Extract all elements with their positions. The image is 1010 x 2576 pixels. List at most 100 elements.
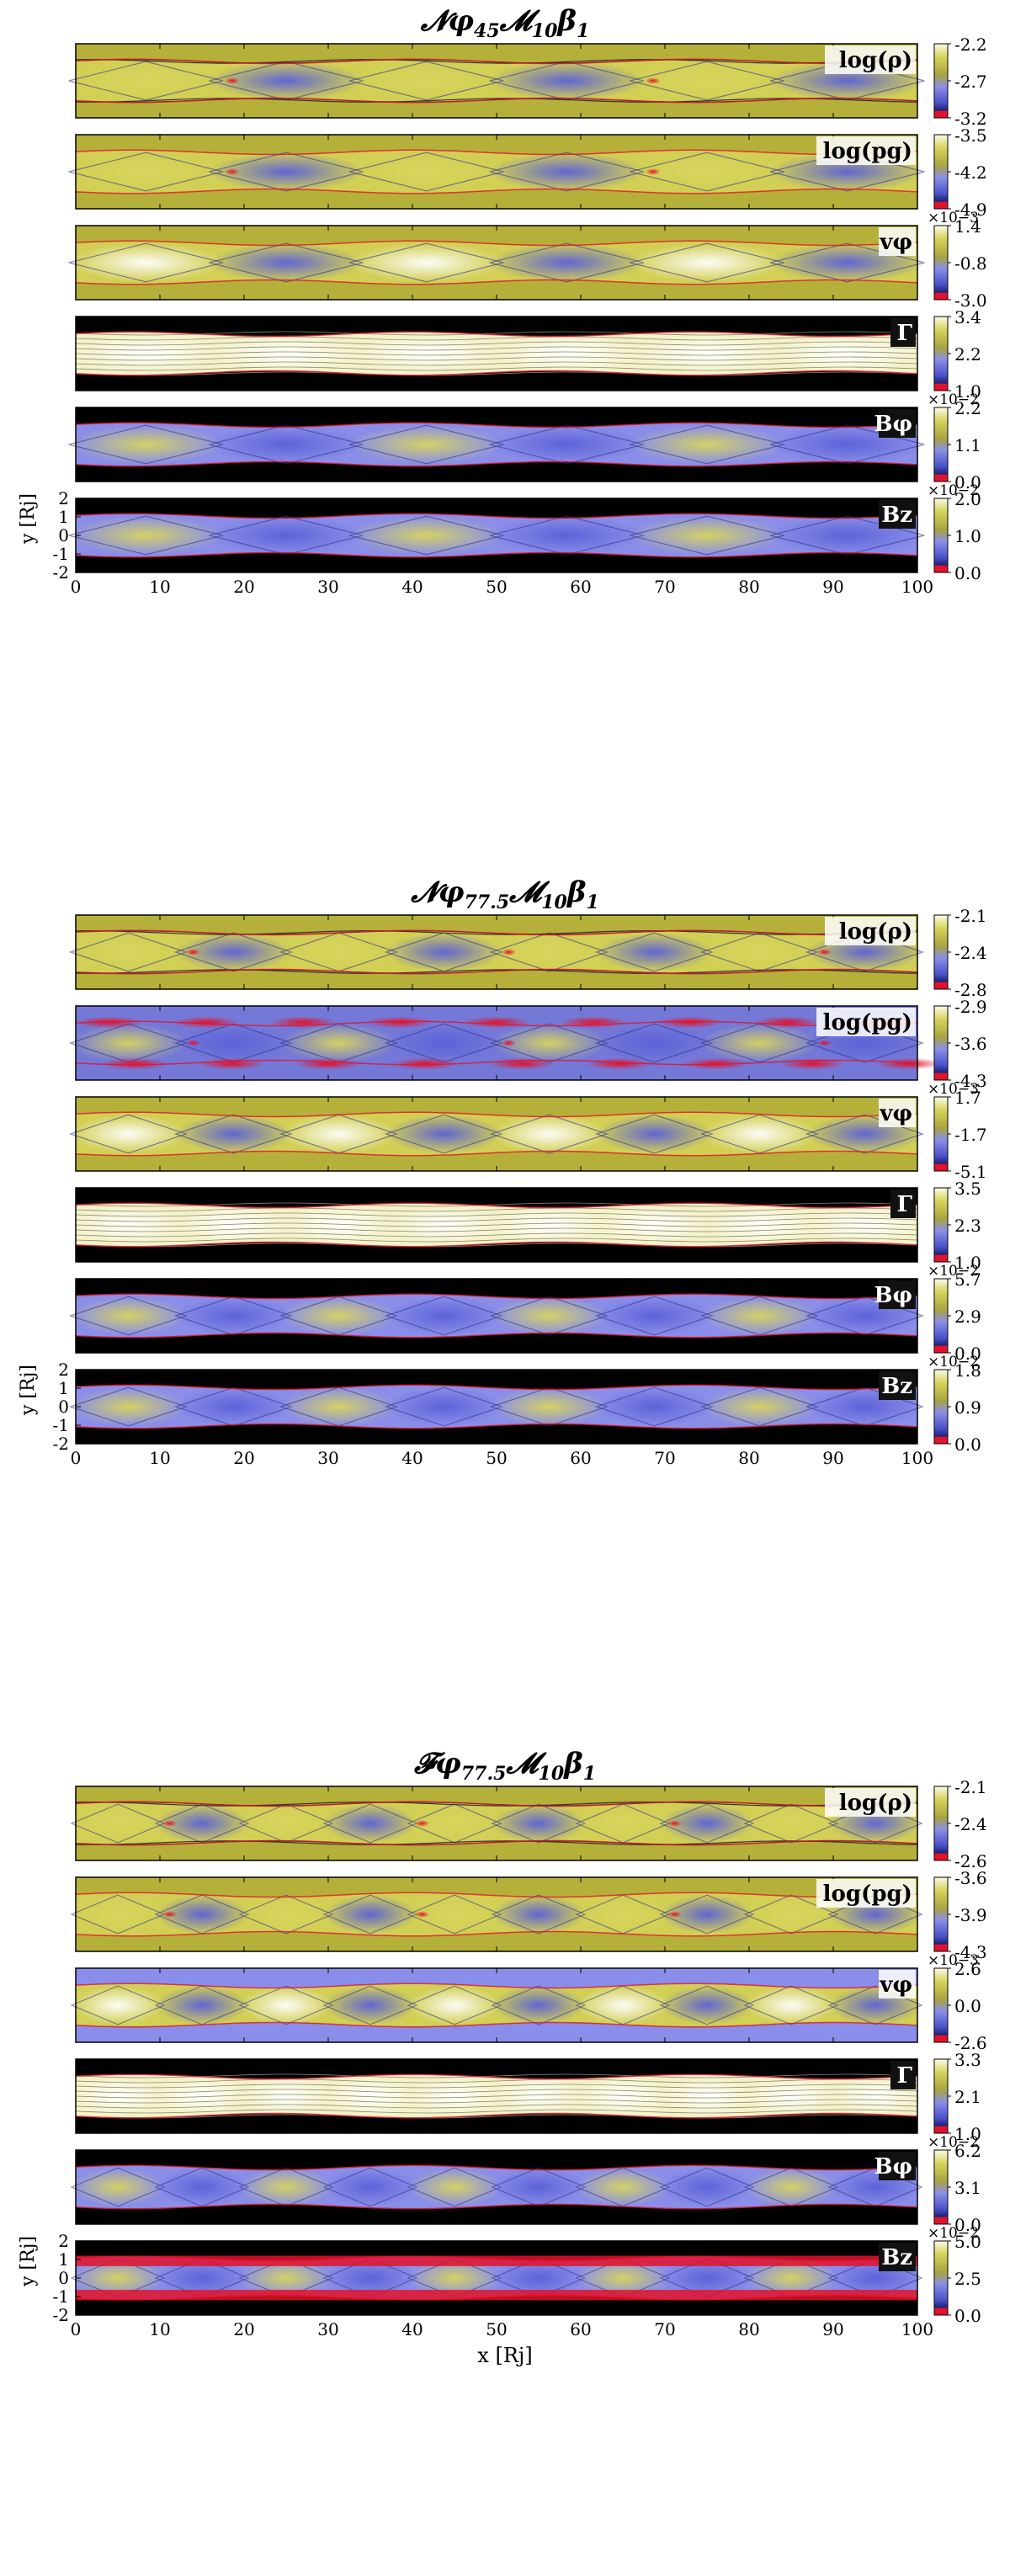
x-tick-label: 10 [149,2319,170,2339]
flow-structure [492,2168,585,2206]
pressure-region [656,1016,724,1029]
colorbar [933,2058,949,2134]
variable-label-background [879,1371,916,1400]
panel-2-4: Bφ 6.2 3.1 0.0 ×10−2 [70,2134,981,2235]
flow-structure [630,243,784,282]
streamline [75,2114,918,2119]
streamline [75,2109,918,2114]
flow-structure [209,425,364,464]
jet-boundary [75,370,918,376]
colorbar-multiplier: ×10−2 [928,391,979,408]
density-minimum [414,1820,430,1827]
colorbar-tick-label: 0.0 [954,1996,981,2016]
flow-structure [280,1115,397,1153]
variable-label-background [879,227,916,256]
x-tick-label: 100 [901,577,933,597]
variable-label: Γ [897,321,913,346]
y-tick-label: 1 [58,1378,69,1398]
jet-boundary [75,1150,918,1157]
streamline [75,356,918,361]
title-part-main: 𝓕φ [413,1747,461,1780]
jet-boundary [75,1892,918,1898]
streamline [75,1207,918,1212]
flow-structure [630,334,784,373]
flow-structure [68,61,224,100]
density-minimum [185,949,201,955]
flow-structure [385,1115,502,1153]
contour-line [75,1802,918,1807]
x-tick-label: 10 [149,577,170,597]
colorbar-tick-label: 1.1 [954,435,981,455]
colorbar-multiplier: ×10−2 [928,1354,979,1370]
colorbar [933,1278,949,1354]
pressure-region [463,1016,530,1029]
variable-label-background [879,409,916,438]
flow-structure [385,1387,502,1426]
variable-label: log(ρ) [839,48,912,73]
flow-structure [156,1986,248,2025]
flow-structure [280,933,397,971]
x-tick-label: 80 [738,1448,759,1468]
flow-structure [72,1986,164,2025]
flow-structure [491,1387,608,1426]
y-tick-label: 0 [58,2268,69,2288]
colorbar-tick-label: 0.0 [954,472,981,492]
flow-structure [68,243,224,282]
colorbar-tick-label: 3.1 [954,2178,981,2198]
variable-label-background [890,1190,916,1218]
y-tick-label: 2 [58,2231,69,2251]
colorbar-tick-label: -3.5 [954,125,987,146]
colorbar-tick-label: 1.0 [954,1253,981,1273]
flow-structure [701,933,818,971]
colorbar-tick-label: -2.4 [954,1814,987,1834]
panel-0-5: Bz 2.0 1.0 0.0 ×10−2 [68,482,981,583]
colorbar-tick-label: 0.0 [954,1434,981,1455]
variable-label: vφ [879,230,912,255]
streamline [75,1202,918,1207]
colorbar-tick-label: -4.3 [954,1071,987,1091]
colorbar [933,225,949,301]
variable-label: Bφ [874,1283,913,1308]
panel-2-2: vφ 2.6 0.0 -2.6 ×10−3 [70,1952,987,2053]
streamline [75,351,918,356]
title-part-main: 𝓝φ [420,4,475,38]
x-tick-label: 80 [738,577,759,597]
flow-structure [70,1024,187,1062]
panel-0-4: Bφ 2.2 1.1 0.0 ×10−2 [68,391,981,492]
x-tick-label: 50 [486,577,507,597]
jet-boundary [75,2112,918,2119]
colorbar-tick-label: -5.1 [954,1162,987,1182]
streamline [75,1237,918,1243]
colorbar-tick-label: 1.4 [954,216,981,237]
panel-2-0: log(ρ) -2.1 -2.4 -2.6 [70,1777,987,1871]
chart-block-0: 𝓝φ45𝓜10β1 log(ρ) -2.2 -2.7 -3.2 log(pg) -3.5 -4… [18,4,987,597]
streamline [75,366,918,371]
shock-diamond [769,515,925,556]
variable-label-background [879,1280,916,1309]
flow-structure [70,933,187,971]
jet-boundary [75,2255,918,2262]
pressure-region [779,1057,846,1070]
flow-structure [577,1986,669,2025]
x-tick-label: 90 [822,577,843,597]
density-minimum [667,1820,683,1827]
title-part-main: 𝓝φ [410,876,465,909]
x-tick-label: 70 [654,577,675,597]
jet-boundary [75,1111,918,1118]
chart-title: 𝓕φ77.5𝓜10β1 [413,1747,596,1785]
y-axis-label: y [Rj] [18,1365,39,1416]
panel-2-5: Bz 5.0 2.5 0.0 ×10−2 [70,2225,981,2326]
jet-boundary [75,149,918,156]
x-tick-label: 90 [822,2319,843,2339]
flow-structure [324,1986,417,2025]
streamline [75,2099,918,2104]
colorbar-tick-label: -3.9 [954,1905,987,1925]
pressure-region [753,1016,821,1029]
colorbar-tick-label: 1.8 [954,1360,981,1381]
flow-structure [209,516,364,555]
x-tick-label: 30 [317,2319,338,2339]
flow-structure [240,2077,332,2116]
colorbar [933,1369,949,1445]
flow-structure [408,1986,501,2025]
